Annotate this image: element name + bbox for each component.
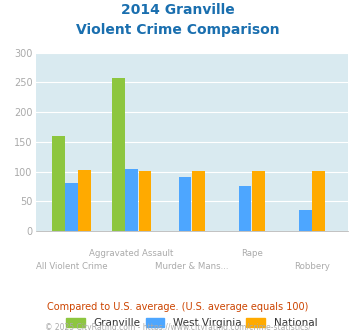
Text: Compared to U.S. average. (U.S. average equals 100): Compared to U.S. average. (U.S. average … xyxy=(47,302,308,312)
Bar xyxy=(252,171,265,231)
Bar xyxy=(239,186,251,231)
Bar xyxy=(125,169,138,231)
Legend: Granville, West Virginia, National: Granville, West Virginia, National xyxy=(63,314,320,330)
Bar xyxy=(52,136,65,231)
Bar xyxy=(65,183,78,231)
Text: All Violent Crime: All Violent Crime xyxy=(36,262,107,271)
Bar xyxy=(179,177,191,231)
Text: Violent Crime Comparison: Violent Crime Comparison xyxy=(76,23,279,37)
Text: Murder & Mans...: Murder & Mans... xyxy=(155,262,229,271)
Text: 2014 Granville: 2014 Granville xyxy=(121,3,234,17)
Bar xyxy=(299,210,312,231)
Text: Rape: Rape xyxy=(241,249,263,258)
Text: Robbery: Robbery xyxy=(294,262,330,271)
Bar xyxy=(192,171,204,231)
Bar xyxy=(138,171,151,231)
Bar xyxy=(312,171,325,231)
Text: © 2025 CityRating.com - https://www.cityrating.com/crime-statistics/: © 2025 CityRating.com - https://www.city… xyxy=(45,323,310,330)
Bar xyxy=(78,170,91,231)
Text: Aggravated Assault: Aggravated Assault xyxy=(89,249,174,258)
Bar xyxy=(112,78,125,231)
